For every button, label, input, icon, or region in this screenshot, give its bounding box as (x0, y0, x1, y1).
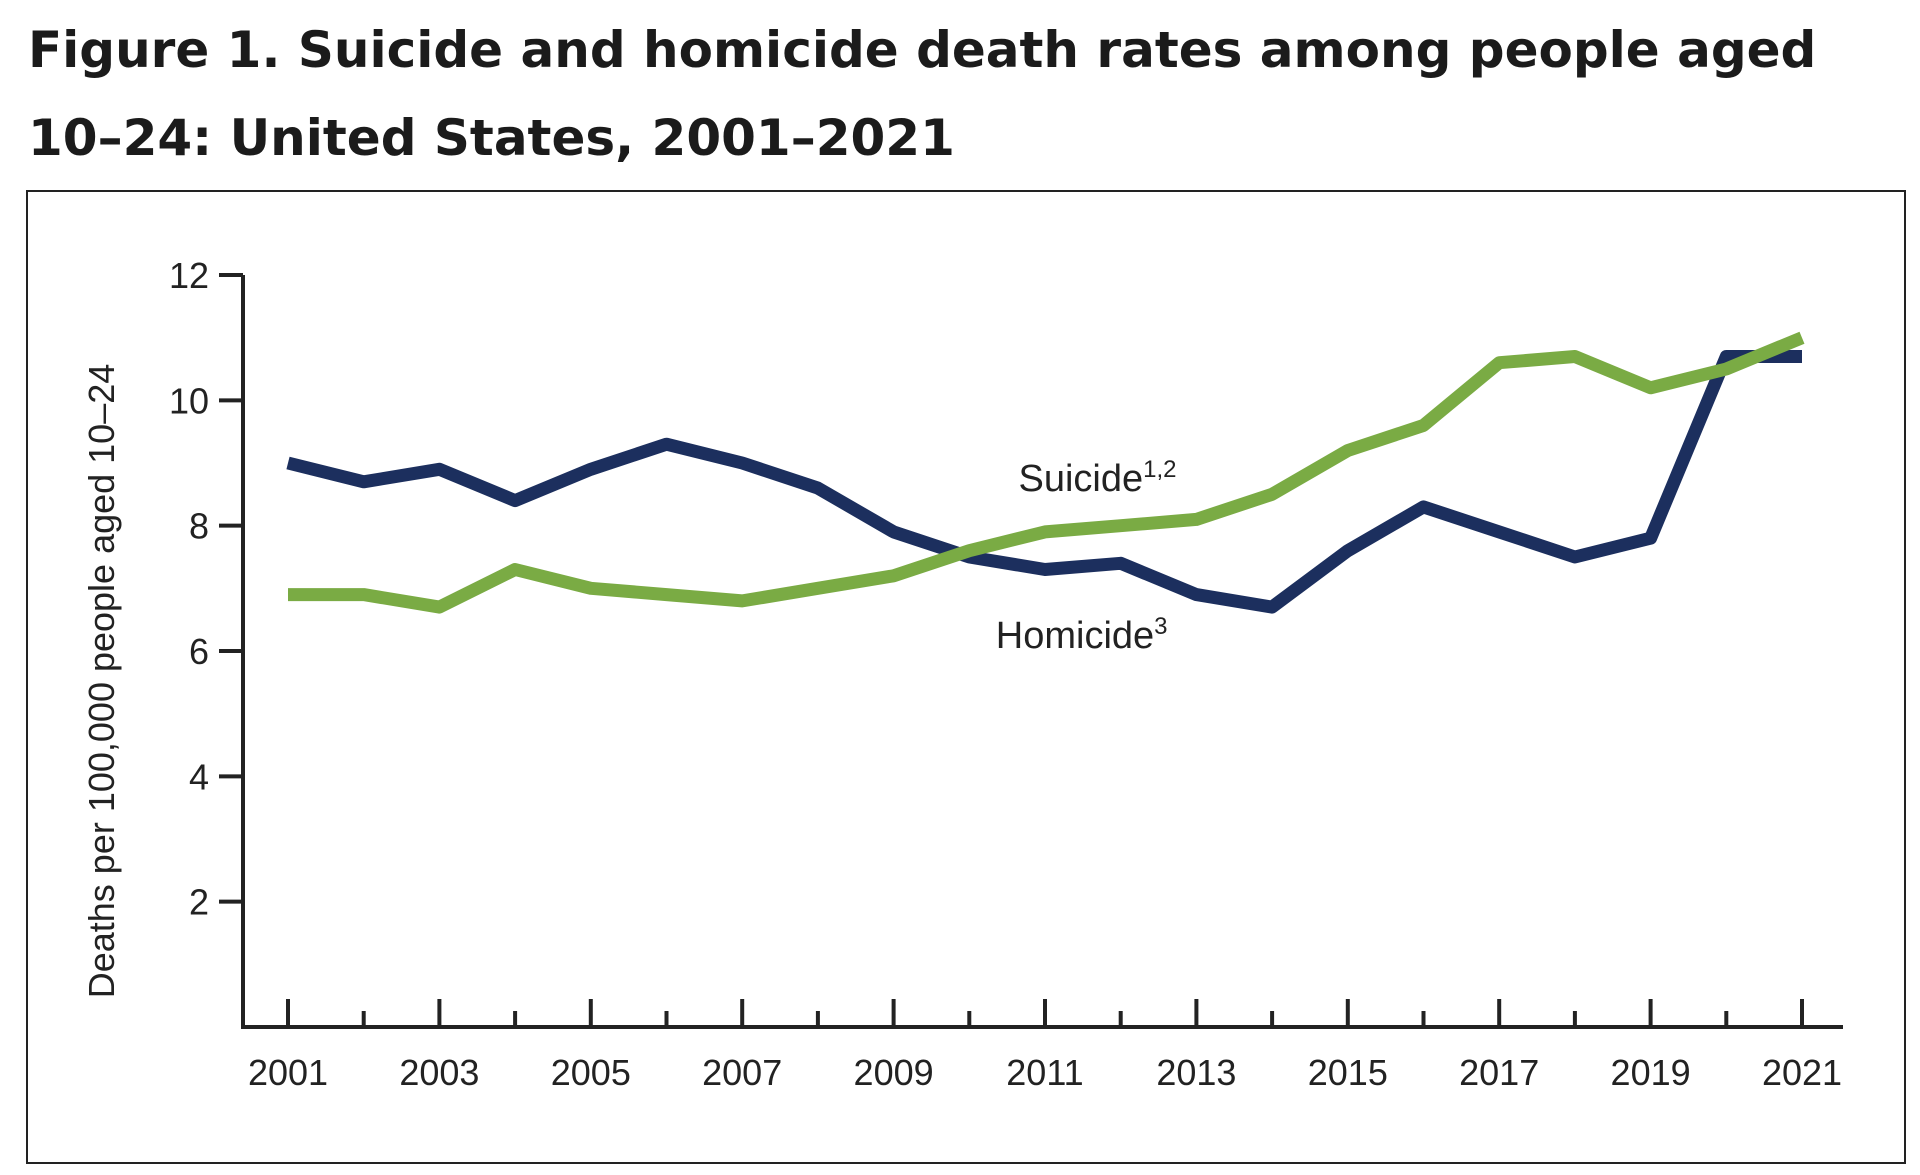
y-tick-label: 10 (169, 380, 209, 421)
y-tick-label: 6 (189, 631, 209, 672)
line-chart: Deaths per 100,000 people aged 10–24 2 4 6… (81, 255, 1843, 1093)
x-tick-label: 2005 (551, 1052, 631, 1093)
x-tick-label: 2021 (1762, 1052, 1842, 1093)
chart-frame: Deaths per 100,000 people aged 10–24 2 4 6… (26, 190, 1906, 1164)
x-tick-label: 2017 (1459, 1052, 1539, 1093)
series-labels: Suicide1,2 Homicide3 (996, 456, 1177, 657)
x-tick-label: 2015 (1308, 1052, 1388, 1093)
y-axis-title: Deaths per 100,000 people aged 10–24 (81, 364, 122, 999)
x-tick-label: 2009 (854, 1052, 934, 1093)
series-lines (286, 331, 1805, 614)
x-tick-label: 2019 (1611, 1052, 1691, 1093)
x-tick-label: 2007 (702, 1052, 782, 1093)
y-tick-label: 8 (189, 506, 209, 547)
series-label-suicide: Suicide1,2 (1019, 456, 1177, 500)
series-line-suicide (288, 331, 1805, 614)
y-tick-label: 2 (189, 882, 209, 923)
series-line-homicide (286, 350, 1802, 614)
x-tick-label: 2011 (1006, 1052, 1083, 1093)
x-tick-label: 2003 (399, 1052, 479, 1093)
x-tick-label: 2001 (248, 1052, 328, 1093)
figure-title: Figure 1. Suicide and homicide death rat… (28, 21, 1817, 167)
y-tick-label: 12 (169, 255, 209, 296)
series-label-homicide: Homicide3 (996, 613, 1168, 657)
y-tick-label: 4 (189, 756, 209, 797)
axes: 2 4 6 8 10 12 2001 2003 2005 2007 2009 2011 2013 2015… (169, 255, 1843, 1093)
x-tick-label: 2013 (1156, 1052, 1236, 1093)
